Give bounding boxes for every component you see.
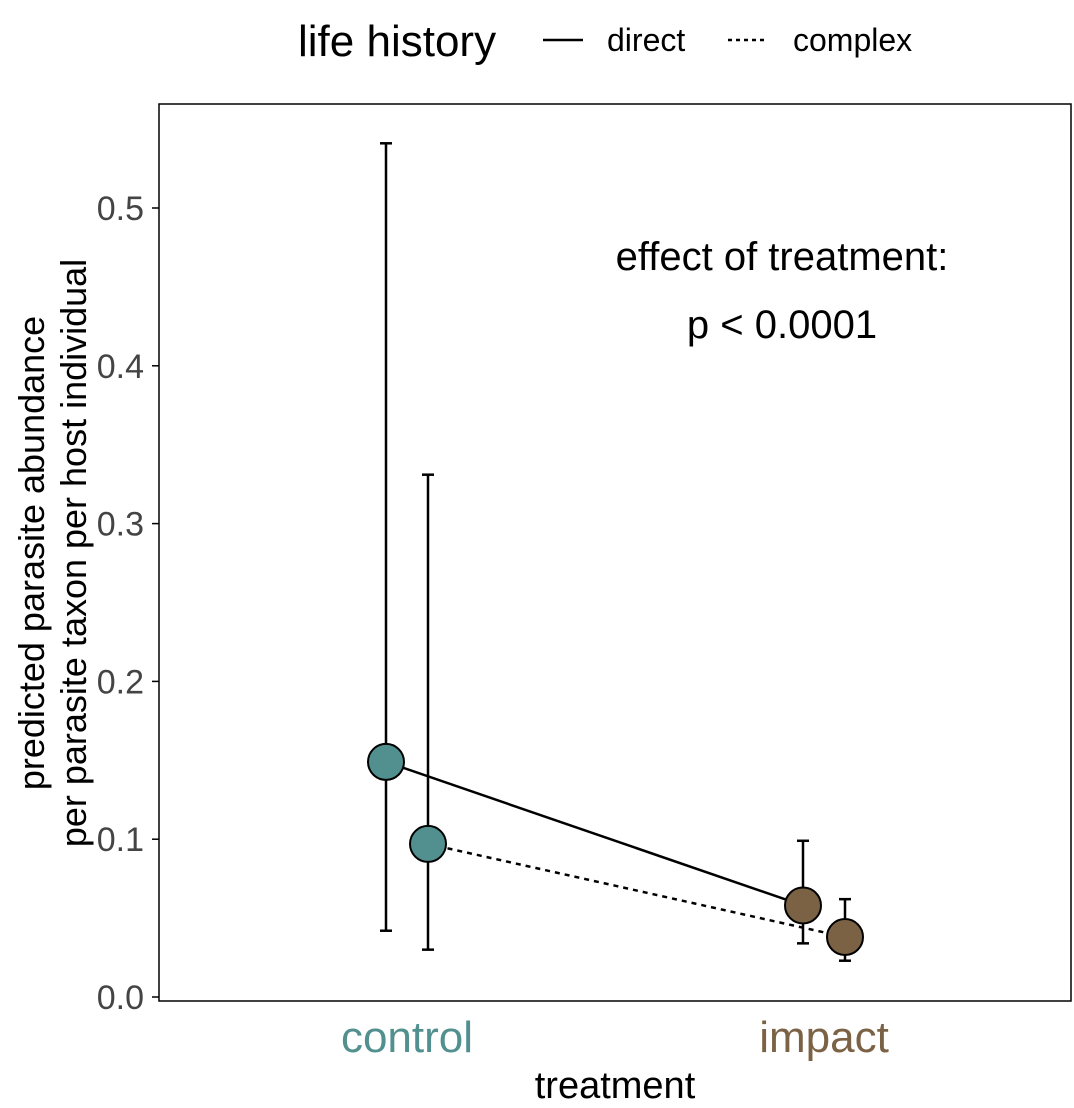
y-tick-label-1: 0.1 — [97, 821, 144, 859]
plot-panel — [158, 103, 1072, 1002]
point-complex-impact — [826, 918, 864, 957]
y-axis-title-line1: predicted parasite abundance — [11, 316, 52, 790]
annotation-line1: effect of treatment: — [616, 235, 949, 279]
y-tick-label-2: 0.2 — [97, 663, 144, 701]
point-direct-control — [367, 742, 405, 781]
y-tick-label-5: 0.5 — [97, 190, 144, 228]
y-tick-label-4: 0.4 — [97, 348, 144, 386]
series-line-complex — [427, 842, 846, 939]
legend-label-direct: direct — [607, 22, 685, 58]
legend-entry-direct: direct — [543, 22, 685, 58]
legend-label-complex: complex — [793, 22, 912, 58]
legend-title: life history — [298, 17, 496, 66]
x-tick-label-control: control — [341, 1013, 473, 1062]
annotation-line2: p < 0.0001 — [687, 303, 877, 347]
point-direct-impact — [784, 886, 822, 925]
errorbar-complex-control — [422, 473, 434, 951]
x-axis-title: treatment — [535, 1065, 696, 1107]
y-tick-label-0: 0.0 — [97, 979, 144, 1017]
y-axis-title: predicted parasite abundance per parasit… — [11, 259, 94, 847]
errorbar-direct-control — [380, 142, 392, 932]
y-axis-title-line2: per parasite taxon per host individual — [53, 259, 94, 847]
series-line-direct — [385, 760, 804, 907]
point-complex-control — [409, 824, 447, 863]
y-axis: 0.0 0.1 0.2 0.3 0.4 0.5 — [97, 190, 159, 1017]
legend: life history direct complex — [298, 17, 912, 66]
y-tick-label-3: 0.3 — [97, 506, 144, 544]
legend-entry-complex: complex — [728, 22, 912, 58]
data-marks — [367, 142, 864, 962]
x-tick-label-impact: impact — [759, 1013, 889, 1062]
